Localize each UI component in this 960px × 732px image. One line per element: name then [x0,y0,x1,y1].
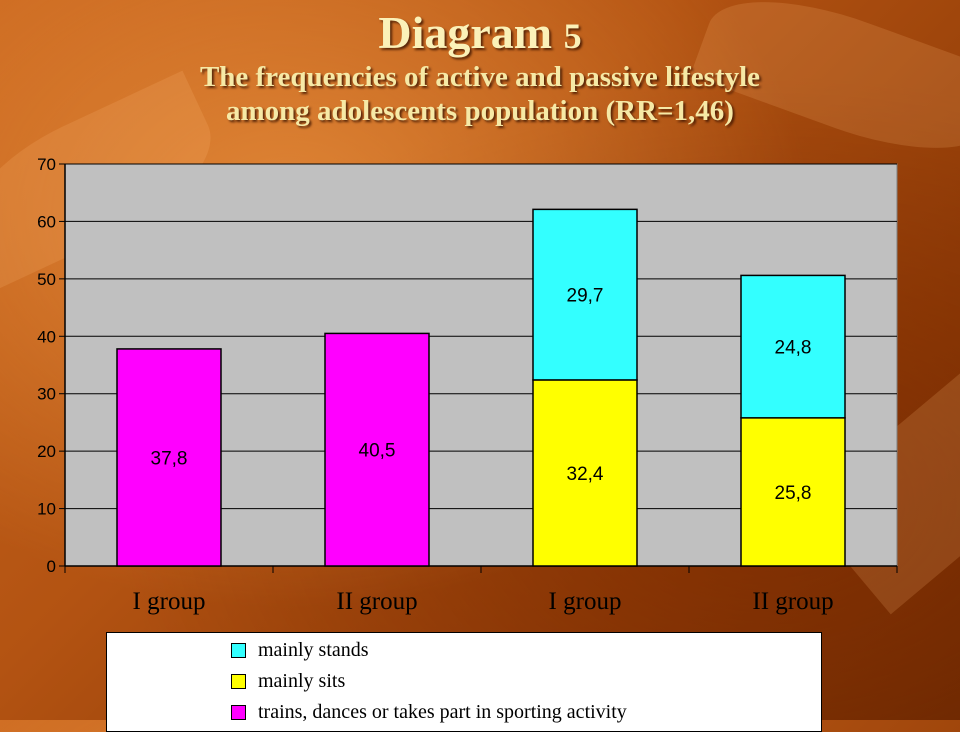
legend-swatch-mainly-stands [231,642,246,658]
y-tick-label: 20 [37,442,56,461]
x-category-label: I group [133,588,206,615]
x-category-label: II group [752,588,833,615]
legend-swatch-active [231,704,246,720]
x-category-label: I group [549,588,622,615]
bar-segment [740,417,846,567]
title-number: 5 [563,16,582,56]
bar-segment [740,274,846,419]
legend-label-active: trains, dances or takes part in sporting… [258,700,627,723]
data-label: 40,5 [359,441,396,462]
x-category-label: II group [336,588,417,615]
subtitle-line-1: The frequencies of active and passive li… [0,60,960,94]
y-tick-label: 30 [37,385,56,404]
bar-segment [324,332,430,567]
y-tick-label: 70 [37,155,56,174]
subtitle-lead-word: The [199,61,249,94]
y-tick-label: 0 [47,557,56,576]
title-line: Diagram 5 [0,6,960,60]
legend-label-mainly-stands: mainly stands [258,638,369,661]
data-label: 29,7 [567,286,604,307]
y-tick-label: 50 [37,270,56,289]
data-label: 25,8 [775,483,812,504]
legend-item-active: trains, dances or takes part in sporting… [231,701,627,723]
data-label: 37,8 [151,448,188,469]
legend-swatch-mainly-sits [231,673,246,689]
subtitle-line-2: among adolescents population (RR=1,46) [226,95,734,128]
legend-label-mainly-sits: mainly sits [258,669,346,692]
data-label: 32,4 [567,464,604,485]
bar-segment [532,379,638,567]
legend-item-mainly-stands: mainly stands [231,639,369,661]
stacked-bar-chart: 0 10 20 30 40 50 60 70 37,8 I group 40,5 II group 32… [37,155,898,615]
bar-segment [116,348,222,567]
y-tick-label: 40 [37,327,56,346]
legend-item-mainly-sits: mainly sits [231,670,345,692]
slide-title: Diagram 5 The frequencies of active and … [0,6,960,129]
y-tick-label: 60 [37,212,56,231]
bar-segment [532,208,638,381]
chart-legend: mainly stands mainly sits trains, dances… [106,632,822,732]
y-tick-label: 10 [37,500,56,519]
subtitle-line-1-text: frequencies of active and passive lifest… [248,61,761,94]
data-label: 24,8 [775,338,812,359]
title-word: Diagram [378,7,553,58]
